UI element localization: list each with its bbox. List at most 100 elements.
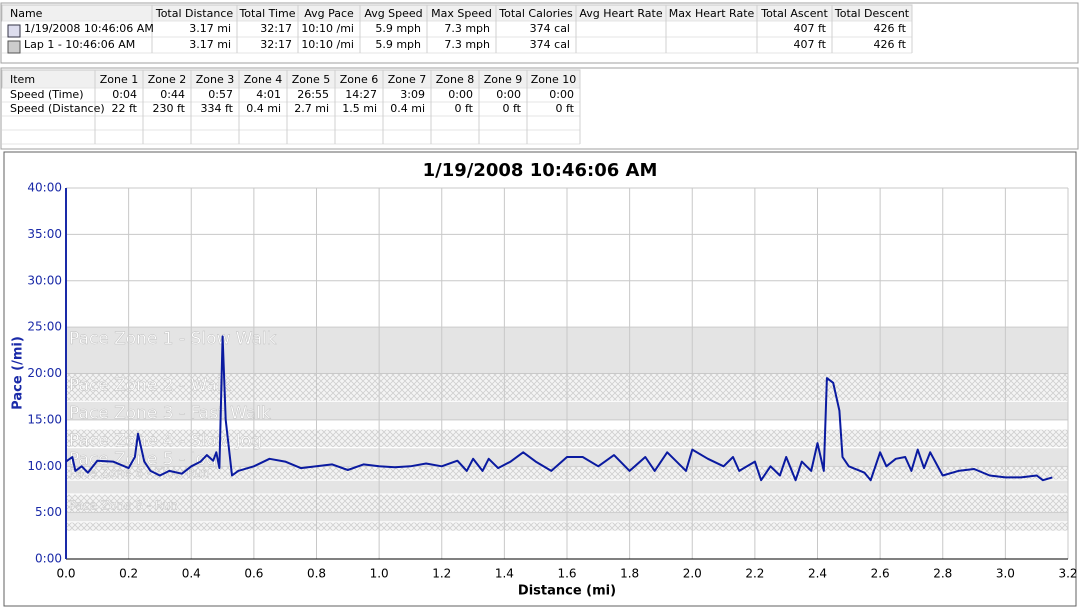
cell: 230 ft	[153, 102, 186, 115]
pace-line	[65, 335, 1053, 482]
y-tick-label: 20:00	[27, 366, 62, 380]
x-tick-label: 1.4	[495, 567, 514, 581]
column-header: Zone 5	[292, 73, 331, 86]
y-tick-label: 25:00	[27, 320, 62, 334]
cell: 22 ft	[112, 102, 138, 115]
y-axis-label: Pace (/mi)	[11, 336, 26, 410]
column-header: Zone 6	[340, 73, 379, 86]
cell: 26:55	[297, 88, 329, 101]
pace-zone-label: Pace Zone 8 - Run	[69, 499, 178, 513]
column-header: Max Heart Rate	[669, 7, 755, 20]
row-name: Lap 1 - 10:46:06 AM	[24, 38, 135, 51]
cell: 0:00	[448, 88, 473, 101]
cell: 0 ft	[455, 102, 474, 115]
run-icon	[7, 24, 21, 38]
column-header: Total Time	[238, 7, 295, 20]
row-name: 1/19/2008 10:46:06 AM	[24, 22, 154, 35]
column-header: Zone 8	[436, 73, 475, 86]
cell: 32:17	[260, 22, 292, 35]
x-tick-label: 1.6	[557, 567, 576, 581]
column-header: Total Ascent	[760, 7, 828, 20]
cell: 0:04	[112, 88, 137, 101]
column-header: Avg Pace	[304, 7, 354, 20]
column-header: Zone 10	[531, 73, 577, 86]
cell: 0 ft	[503, 102, 522, 115]
cell: 3.17 mi	[189, 38, 231, 51]
column-header: Max Speed	[431, 7, 492, 20]
cell: 0:44	[160, 88, 185, 101]
cell: 10:10 /mi	[301, 22, 354, 35]
pace-zone-label: Pace Zone 1 - Slow Walk	[69, 329, 277, 349]
cell: 3:09	[400, 88, 425, 101]
x-tick-label: 1.8	[620, 567, 639, 581]
chart-title: 1/19/2008 10:46:06 AM	[423, 160, 658, 181]
column-header: Avg Heart Rate	[579, 7, 662, 20]
cell: 4:01	[256, 88, 281, 101]
cell: 374 cal	[530, 22, 570, 35]
column-header: Total Calories	[498, 7, 573, 20]
cell: 0:57	[208, 88, 233, 101]
y-tick-label: 5:00	[35, 505, 62, 519]
pace-zone-label: Pace Zone 2 - Walk	[69, 376, 231, 396]
row-name: Speed (Distance)	[10, 102, 105, 115]
cell: 426 ft	[874, 38, 907, 51]
x-tick-label: 2.6	[871, 567, 890, 581]
row-name: Speed (Time)	[10, 88, 83, 101]
cell: 5.9 mph	[375, 38, 421, 51]
cell: 334 ft	[201, 102, 234, 115]
cell: 32:17	[260, 38, 292, 51]
lap-icon	[7, 40, 21, 54]
column-header: Item	[10, 73, 35, 86]
column-header: Zone 3	[196, 73, 235, 86]
column-header: Zone 1	[100, 73, 139, 86]
y-tick-label: 0:00	[35, 552, 62, 566]
x-tick-label: 2.8	[933, 567, 952, 581]
column-header: Zone 7	[388, 73, 427, 86]
column-header: Total Descent	[834, 7, 910, 20]
cell: 5.9 mph	[375, 22, 421, 35]
cell: 14:27	[345, 88, 377, 101]
cell: 0.4 mi	[390, 102, 425, 115]
x-tick-label: 1.0	[370, 567, 389, 581]
x-tick-label: 0.2	[119, 567, 138, 581]
x-tick-label: 2.4	[808, 567, 827, 581]
cell: 10:10 /mi	[301, 38, 354, 51]
x-tick-label: 0.0	[56, 567, 75, 581]
cell: 0.4 mi	[246, 102, 281, 115]
column-header: Zone 9	[484, 73, 523, 86]
cell: 7.3 mph	[444, 38, 490, 51]
cell: 374 cal	[530, 38, 570, 51]
cell: 0:00	[496, 88, 521, 101]
cell: 7.3 mph	[444, 22, 490, 35]
cell: 0:00	[549, 88, 574, 101]
x-tick-label: 1.2	[432, 567, 451, 581]
y-tick-label: 30:00	[27, 273, 62, 287]
cell: 3.17 mi	[189, 22, 231, 35]
x-axis-label: Distance (mi)	[518, 584, 616, 599]
cell: 0 ft	[556, 102, 575, 115]
cell: 426 ft	[874, 22, 907, 35]
column-header: Zone 2	[148, 73, 187, 86]
cell: 1.5 mi	[342, 102, 377, 115]
x-tick-label: 0.8	[307, 567, 326, 581]
y-tick-label: 35:00	[27, 227, 62, 241]
y-tick-label: 10:00	[27, 459, 62, 473]
cell: 2.7 mi	[294, 102, 329, 115]
x-tick-label: 0.6	[244, 567, 263, 581]
pace-zone-label: Pace Zone 4 - Slow Jog	[69, 431, 262, 451]
x-tick-label: 2.0	[683, 567, 702, 581]
x-tick-label: 2.2	[745, 567, 764, 581]
column-header: Zone 4	[244, 73, 283, 86]
x-tick-label: 3.0	[996, 567, 1015, 581]
y-tick-label: 40:00	[27, 181, 62, 195]
column-header: Avg Speed	[364, 7, 422, 20]
y-tick-label: 15:00	[27, 412, 62, 426]
column-header: Total Distance	[155, 7, 234, 20]
cell: 407 ft	[794, 22, 827, 35]
cell: 407 ft	[794, 38, 827, 51]
column-header: Name	[10, 7, 43, 20]
pace-zone-label: Pace Zone 6 - Slow Run	[69, 466, 210, 480]
x-tick-label: 0.4	[182, 567, 201, 581]
x-tick-label: 3.2	[1058, 567, 1077, 581]
